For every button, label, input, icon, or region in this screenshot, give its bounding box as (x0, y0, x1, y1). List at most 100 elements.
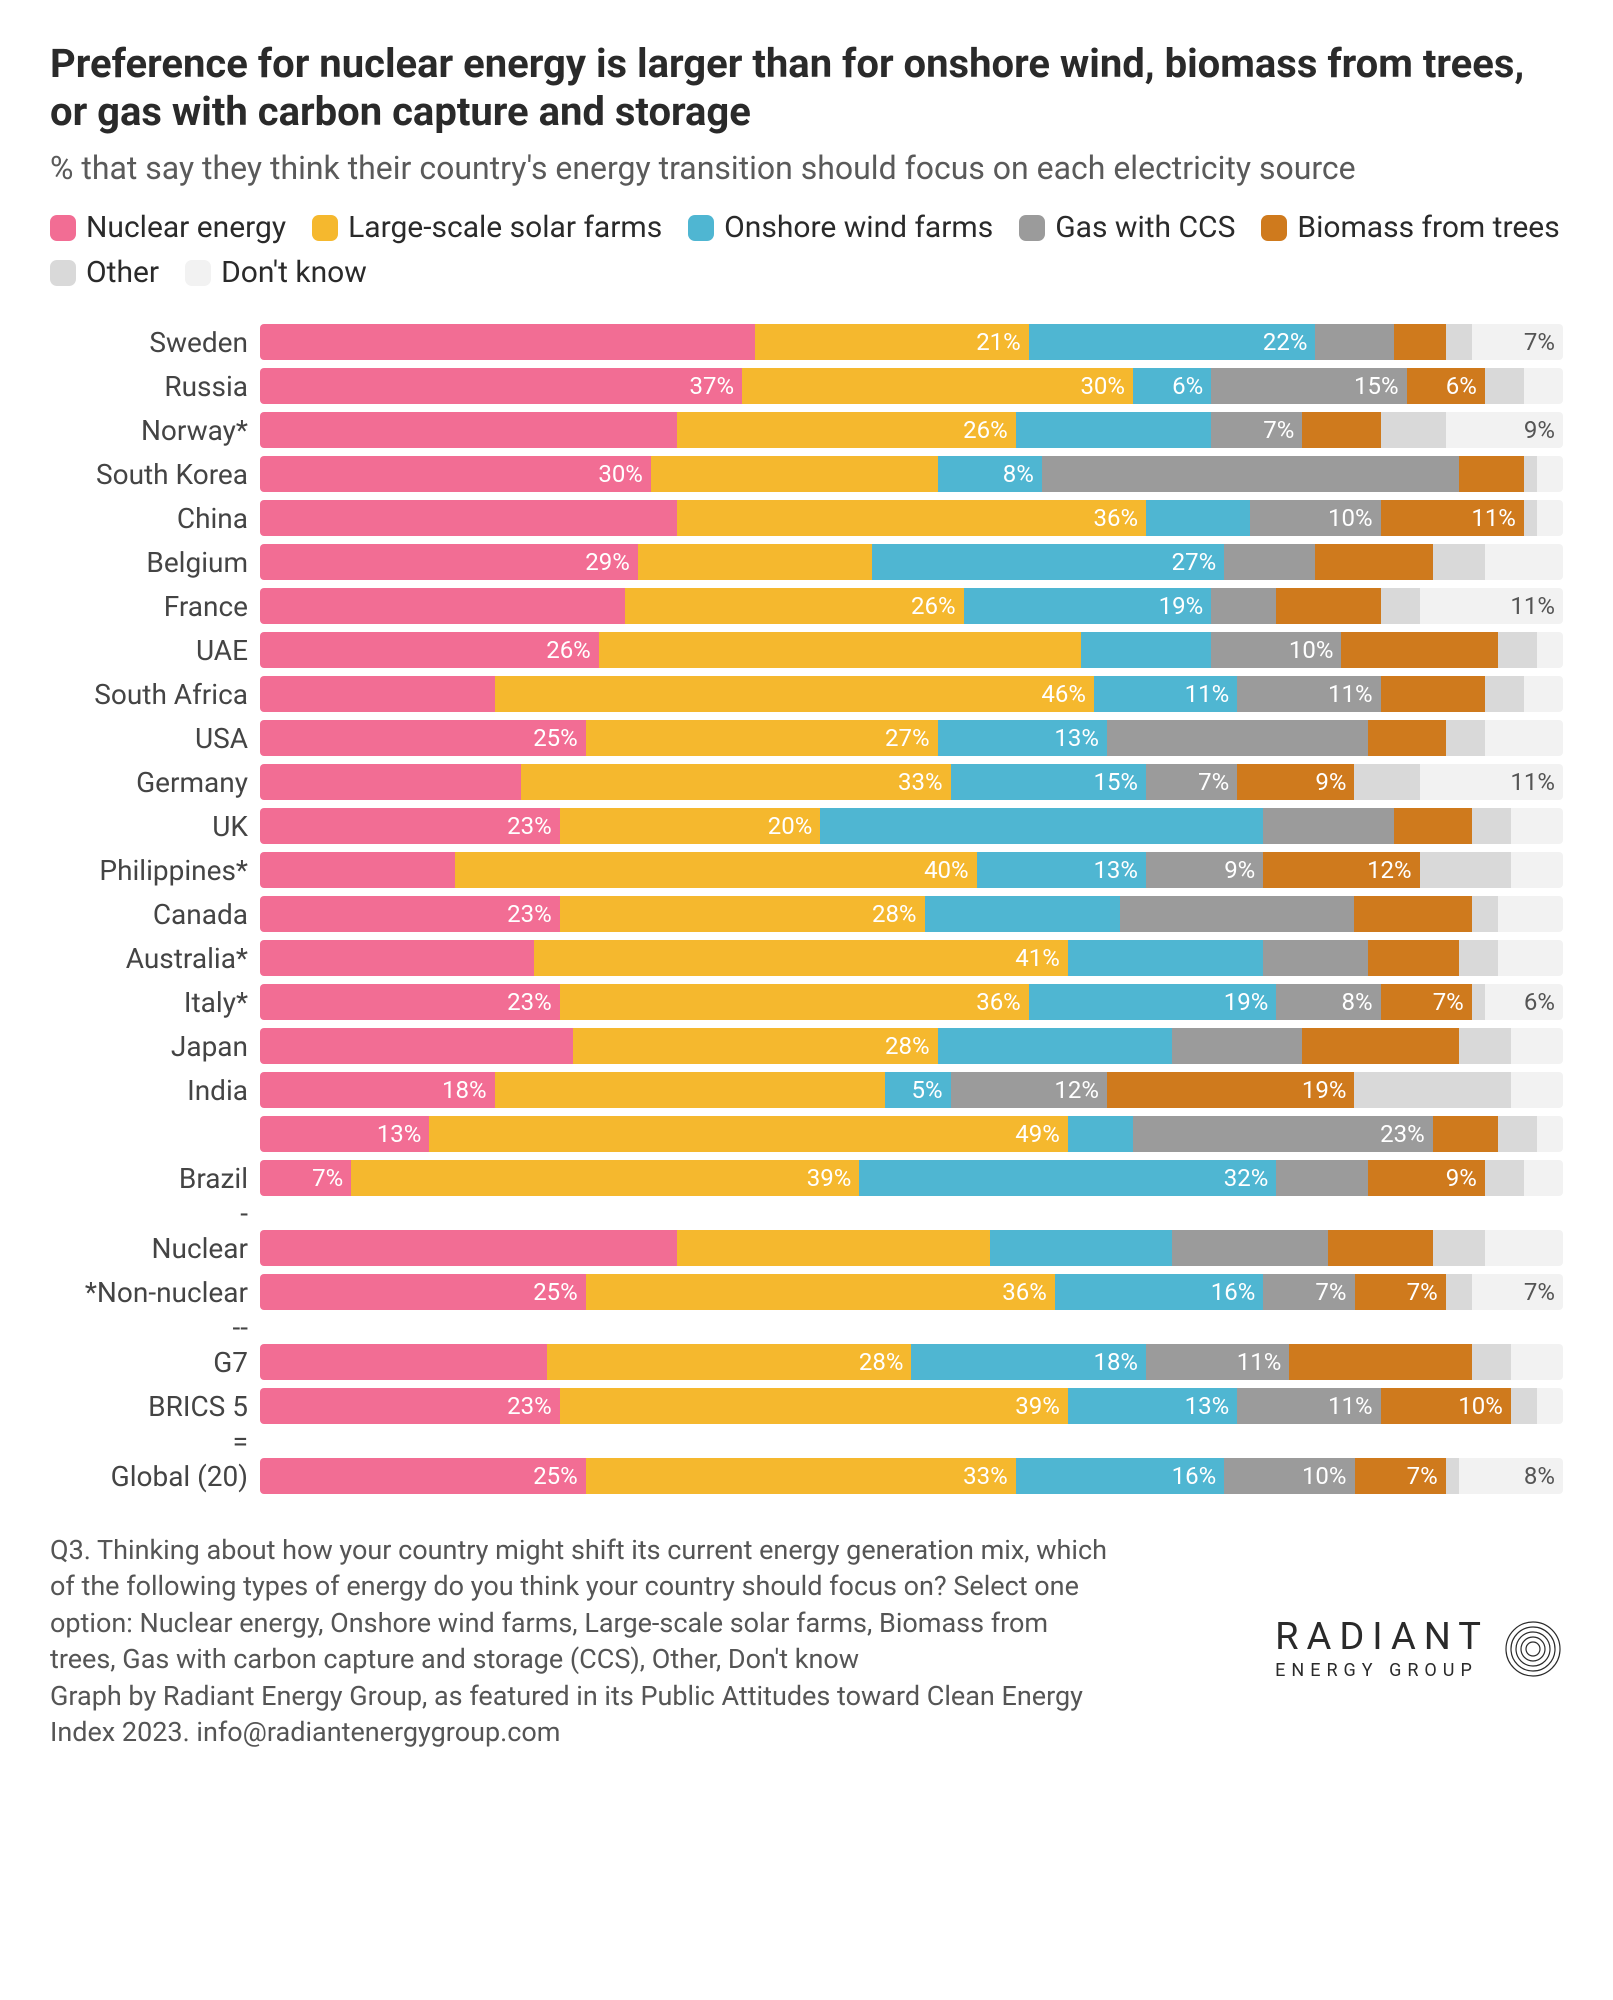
bar-segment (1472, 896, 1498, 932)
bar-segment: 7% (1146, 764, 1237, 800)
chart-row: Germany33%15%7%9%11% (50, 760, 1563, 804)
bar-segment (260, 588, 625, 624)
chart-row: BRICS 523%39%13%11%10% (50, 1384, 1563, 1428)
row-label: USA (50, 722, 260, 755)
row-label: Japan (50, 1030, 260, 1063)
bar-segment (1524, 500, 1537, 536)
stacked-bar: 26%19%11% (260, 588, 1563, 624)
bar-segment (260, 1344, 547, 1380)
bar-segment: 15% (951, 764, 1146, 800)
stacked-bar: 23%20% (260, 808, 1563, 844)
chart-row: Nuclear (50, 1226, 1563, 1270)
bar-segment (260, 852, 455, 888)
row-label: Norway* (50, 414, 260, 447)
stacked-bar: 30%8% (260, 456, 1563, 492)
bar-segment: 16% (1055, 1274, 1263, 1310)
bar-segment: 13% (938, 720, 1107, 756)
bar-segment (1354, 764, 1419, 800)
bar-segment (1420, 852, 1511, 888)
bar-segment: 40% (455, 852, 976, 888)
bar-segment: 26% (260, 632, 599, 668)
bar-segment: 7% (1263, 1274, 1354, 1310)
row-label: BRICS 5 (50, 1390, 260, 1423)
row-label: - (50, 1197, 260, 1230)
bar-segment (1120, 896, 1355, 932)
bar-segment (1081, 632, 1211, 668)
bar-segment (1537, 1116, 1563, 1152)
legend-item: Onshore wind farms (688, 210, 993, 245)
stacked-bar: 28% (260, 1028, 1563, 1064)
chart-row: Canada23%28% (50, 892, 1563, 936)
bar-segment: 9% (1446, 412, 1563, 448)
spacer-row: - (50, 1200, 1563, 1226)
bar-segment (651, 456, 938, 492)
bar-segment: 11% (1146, 1344, 1289, 1380)
bar-segment: 11% (1420, 588, 1563, 624)
bar-segment: 7% (1472, 324, 1563, 360)
chart-row: Norway*26%7%9% (50, 408, 1563, 452)
bar-segment (1433, 544, 1485, 580)
bar-segment (1485, 1230, 1563, 1266)
legend-swatch (50, 215, 76, 241)
bar-segment (1368, 940, 1459, 976)
bar-segment (1537, 500, 1563, 536)
brand-swirl-icon (1503, 1619, 1563, 1679)
stacked-bar (260, 1230, 1563, 1266)
chart-row: UK23%20% (50, 804, 1563, 848)
bar-segment (1302, 1028, 1458, 1064)
legend-swatch (688, 215, 714, 241)
stacked-bar: 36%10%11% (260, 500, 1563, 536)
legend-swatch (185, 260, 211, 286)
bar-segment (1459, 940, 1498, 976)
bar-segment: 23% (260, 984, 560, 1020)
legend-label: Gas with CCS (1055, 210, 1235, 245)
bar-segment: 23% (260, 808, 560, 844)
bar-segment: 11% (1094, 676, 1237, 712)
bar-segment: 26% (625, 588, 964, 624)
row-label: South Korea (50, 458, 260, 491)
row-label: Belgium (50, 546, 260, 579)
bar-segment (1485, 676, 1524, 712)
bar-segment: 6% (1133, 368, 1211, 404)
chart-row: Sweden21%22%7% (50, 320, 1563, 364)
stacked-bar: 37%30%6%15%6% (260, 368, 1563, 404)
legend-label: Biomass from trees (1297, 210, 1559, 245)
legend: Nuclear energyLarge-scale solar farmsOns… (50, 210, 1563, 290)
stacked-bar: 33%15%7%9%11% (260, 764, 1563, 800)
row-label: Sweden (50, 326, 260, 359)
bar-segment (990, 1230, 1172, 1266)
row-label: Canada (50, 898, 260, 931)
bar-segment (1498, 632, 1537, 668)
legend-item: Biomass from trees (1261, 210, 1559, 245)
bar-segment: 36% (677, 500, 1146, 536)
stacked-bar: 26%7%9% (260, 412, 1563, 448)
stacked-bar: 23%39%13%11%10% (260, 1388, 1563, 1424)
row-label: Italy* (50, 986, 260, 1019)
bar-segment (1524, 368, 1563, 404)
chart-row: G728%18%11% (50, 1340, 1563, 1384)
bar-segment: 22% (1029, 324, 1316, 360)
bar-segment (1511, 852, 1563, 888)
row-label: South Africa (50, 678, 260, 711)
chart-row: Russia37%30%6%15%6% (50, 364, 1563, 408)
row-label: G7 (50, 1346, 260, 1379)
bar-segment (1302, 412, 1380, 448)
chart-row: *Non-nuclear25%36%16%7%7%7% (50, 1270, 1563, 1314)
chart-row: UAE26%10% (50, 628, 1563, 672)
bar-segment: 13% (260, 1116, 429, 1152)
chart-row: South Korea30%8% (50, 452, 1563, 496)
stacked-bar: 23%28% (260, 896, 1563, 932)
bar-segment (260, 764, 521, 800)
stacked-bar-chart: Sweden21%22%7%Russia37%30%6%15%6%Norway*… (50, 320, 1563, 1498)
bar-segment (1485, 368, 1524, 404)
bar-segment: 25% (260, 1458, 586, 1494)
row-label: = (50, 1425, 260, 1458)
bar-segment: 7% (1355, 1458, 1446, 1494)
bar-segment (1498, 940, 1563, 976)
bar-segment (1172, 1028, 1302, 1064)
stacked-bar: 28%18%11% (260, 1344, 1563, 1380)
chart-subtitle: % that say they think their country's en… (50, 148, 1563, 188)
bar-segment (1485, 544, 1563, 580)
bar-segment: 8% (1276, 984, 1380, 1020)
legend-item: Large-scale solar farms (312, 210, 662, 245)
